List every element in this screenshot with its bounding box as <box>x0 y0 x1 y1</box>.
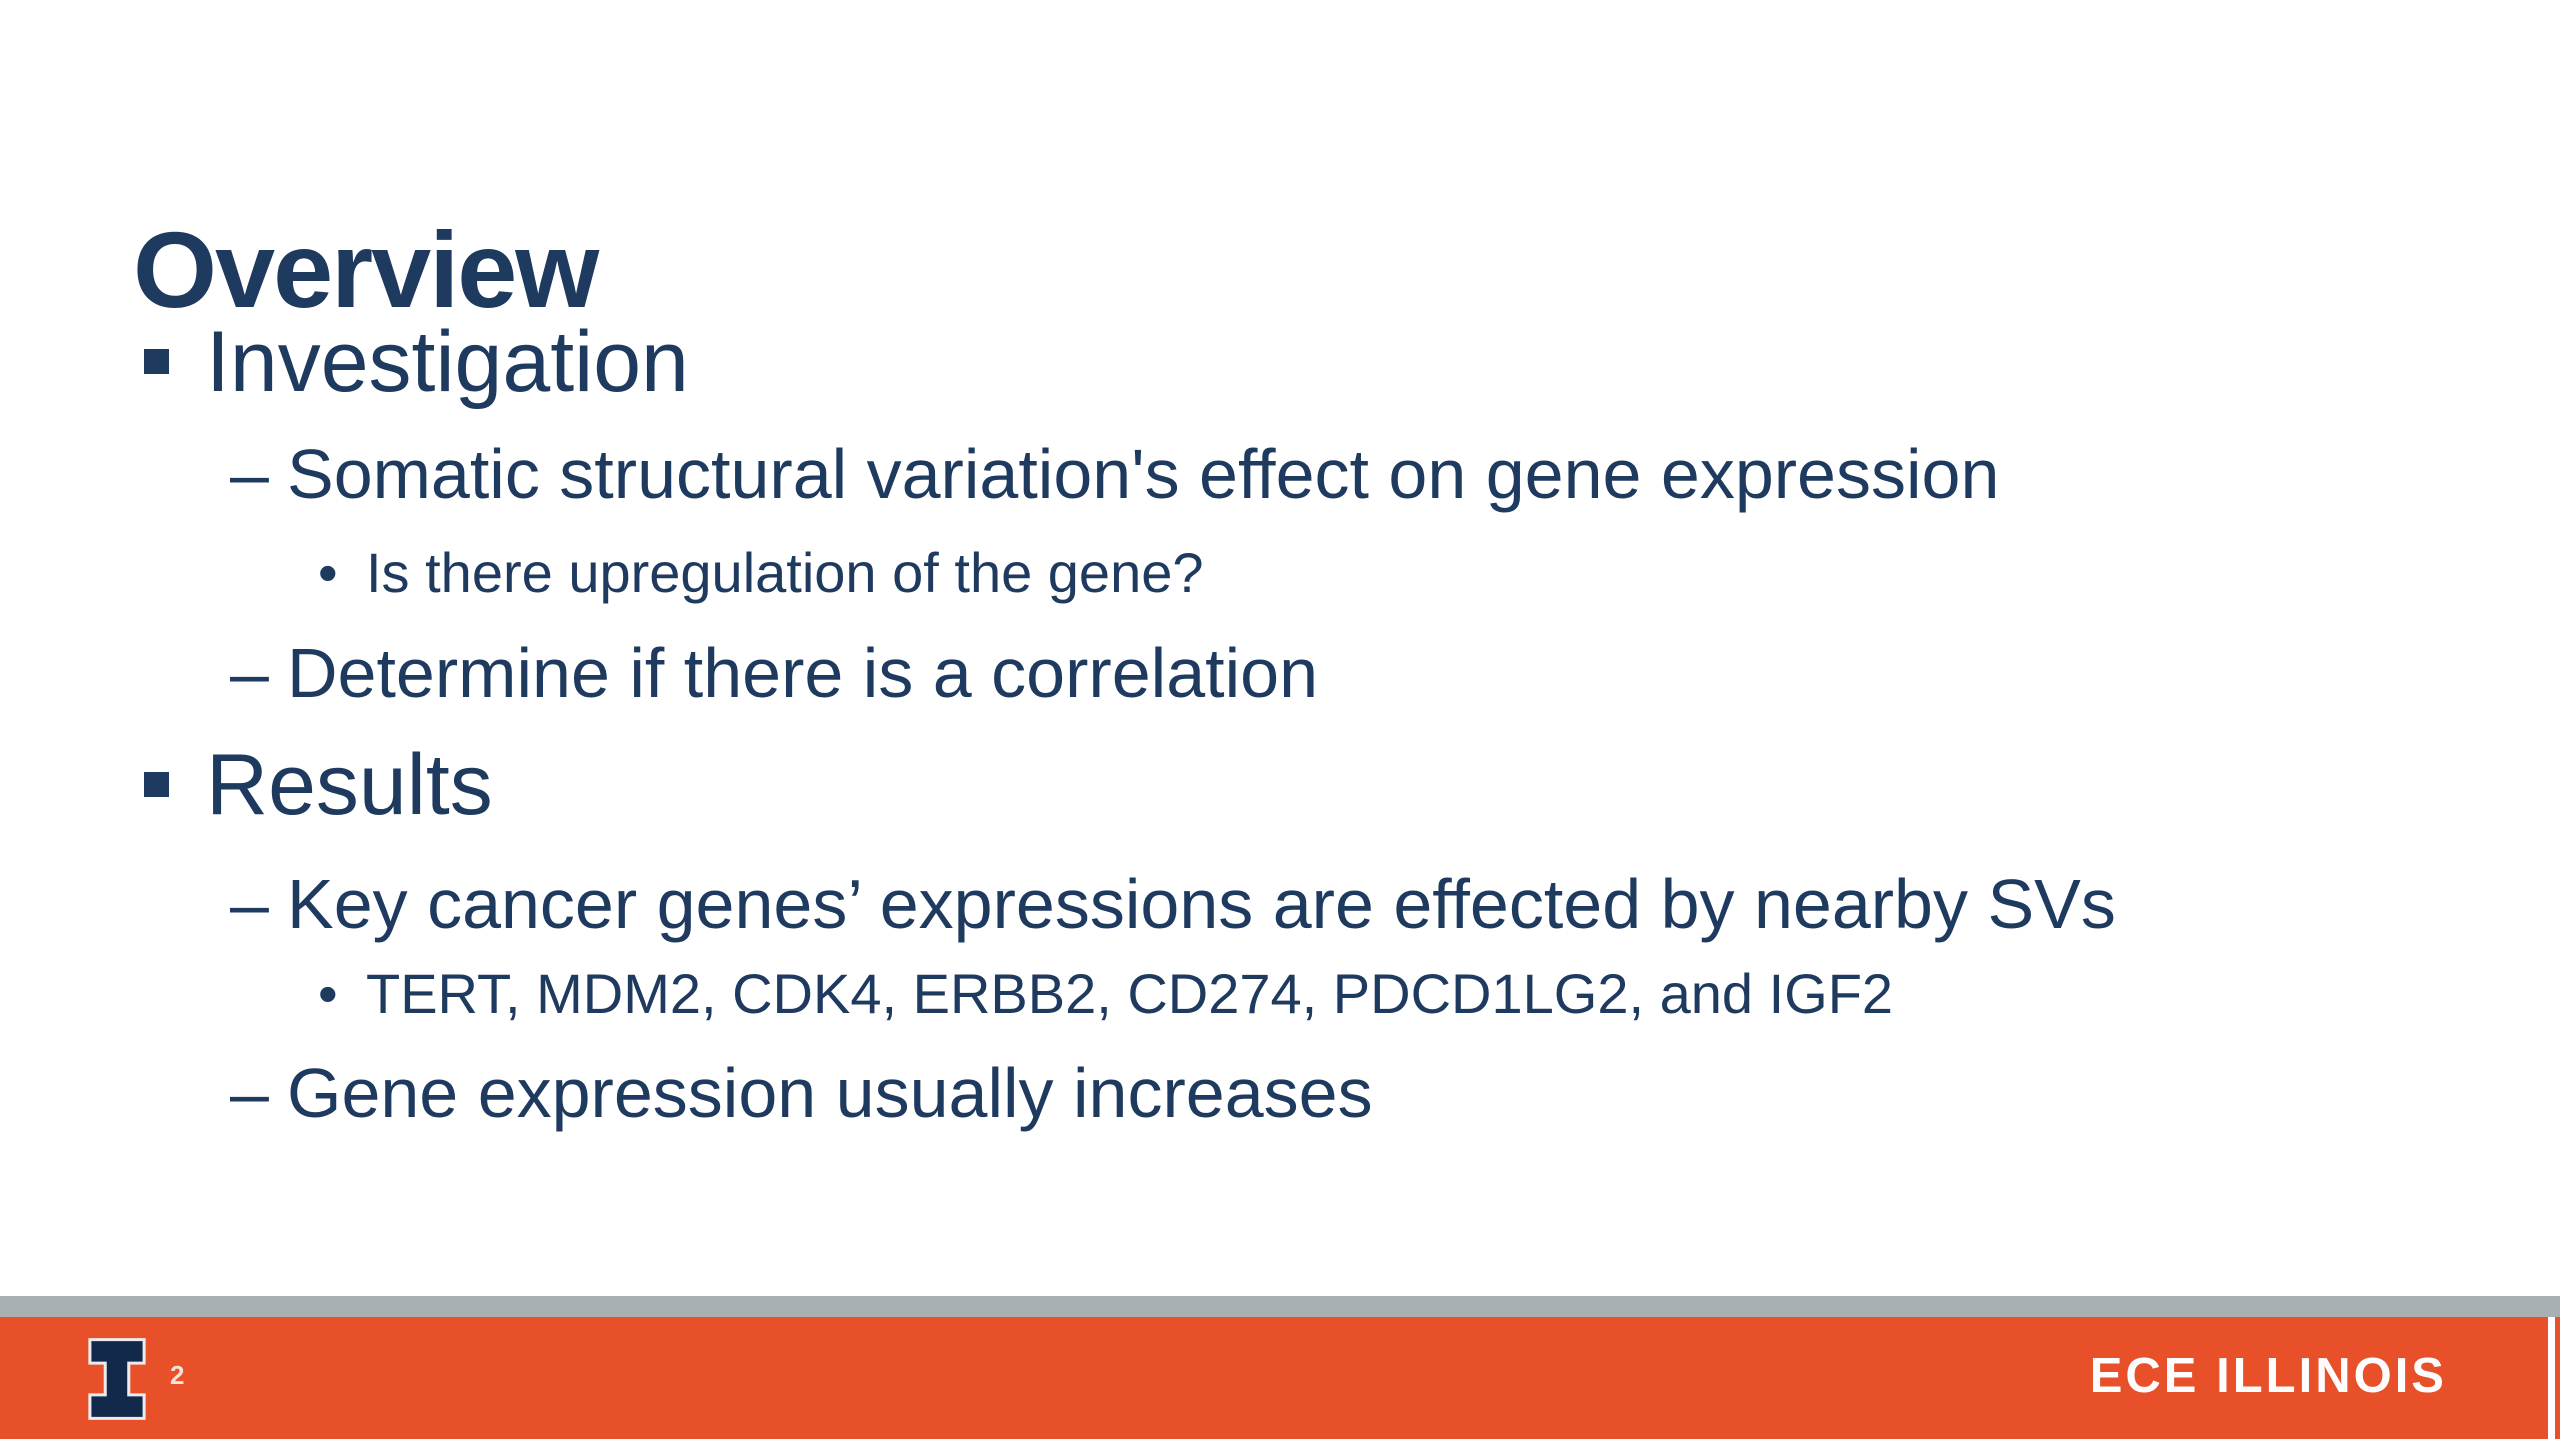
dot-marker-icon: • <box>318 541 338 604</box>
footer-bar <box>0 1317 2548 1439</box>
brand-text: ECE ILLINOIS <box>2089 1349 2447 1403</box>
bullet-square-icon <box>144 349 169 374</box>
dot-marker-icon: • <box>318 962 338 1025</box>
illinois-block-i-icon <box>88 1338 146 1420</box>
bullet-text: Is there upregulation of the gene? <box>366 541 1204 604</box>
bullet-text: Gene expression usually increases <box>287 1054 1373 1132</box>
footer-edge-sliver <box>2555 1317 2560 1439</box>
bullet-text: Key cancer genes’ expressions are effect… <box>287 865 2116 943</box>
bullet-text: Results <box>206 737 493 833</box>
slide-title: Overview <box>133 209 599 331</box>
page-number: 2 <box>170 1360 185 1390</box>
bullet-text: Determine if there is a correlation <box>287 634 1318 712</box>
dash-marker-icon: – <box>230 865 269 943</box>
dash-marker-icon: – <box>230 1054 269 1132</box>
dash-marker-icon: – <box>230 435 269 513</box>
bullet-square-icon <box>144 772 169 797</box>
bullet-text: TERT, MDM2, CDK4, ERBB2, CD274, PDCD1LG2… <box>366 962 1894 1025</box>
bullet-text: Somatic structural variation's effect on… <box>287 435 2000 513</box>
bullet-text: Investigation <box>206 314 689 410</box>
footer-divider <box>0 1296 2560 1317</box>
dash-marker-icon: – <box>230 634 269 712</box>
